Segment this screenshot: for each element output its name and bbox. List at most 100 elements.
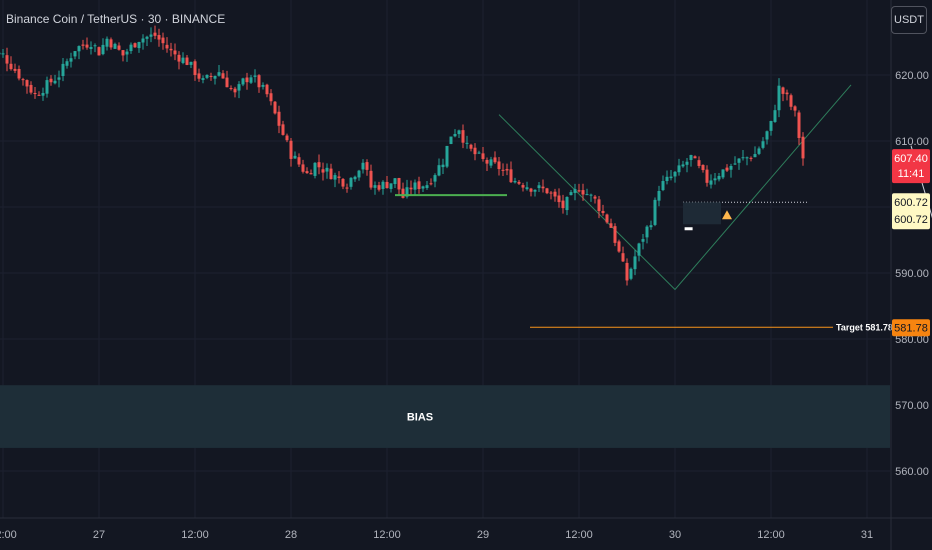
candle-body [589,194,593,196]
candle-body [505,169,509,171]
candle-body [661,181,665,191]
candle-body [385,181,389,189]
candle-body [601,210,605,214]
candle-body [377,185,381,190]
time-tick-label: 12:00 [565,529,593,541]
candle-body [749,157,753,159]
candle-body [733,163,737,165]
candle-body [613,226,617,243]
candle-body [405,187,409,197]
candle-body [313,162,317,176]
projection-arrow [910,145,932,219]
candle-body [669,176,673,179]
candle-body [253,75,257,77]
candle-body [209,75,213,77]
entry-badge [892,193,930,230]
candle-body [189,61,193,65]
candle-body [1,53,5,55]
candle-body [585,194,589,196]
candle-body [381,181,385,189]
candle-body [337,176,341,178]
candle-body [205,74,209,78]
candle-body [705,169,709,183]
candle-body [69,58,73,62]
candle-body [309,173,313,175]
candle-body [453,133,457,137]
candle-body [13,68,17,71]
candle-body [581,190,585,195]
candle-body [257,75,261,88]
last-price-value: 607.40 [894,153,928,165]
candle-body [393,178,397,185]
candle-body [577,190,581,192]
candle-body [109,39,113,48]
candle-body [529,188,533,192]
candle-body [85,44,89,48]
candle-body [369,170,373,188]
candle-body [237,84,241,91]
candle-body [53,80,57,84]
candle-body [145,36,149,39]
candle-body [413,182,417,190]
price-tick-label: 590.00 [895,268,929,280]
currency-button[interactable]: USDT [891,6,927,34]
candle-body [57,77,61,80]
candle-body [677,165,681,173]
candle-body [157,35,161,40]
candle-body [161,37,165,44]
candle-body [701,164,705,171]
candle-body [261,84,265,87]
time-tick-label: 28 [285,529,297,541]
candle-body [193,61,197,76]
candle-body [653,199,657,225]
candle-body [685,161,689,165]
candle-body [485,159,489,164]
candle-body [113,43,117,49]
candle-body [465,142,469,144]
candle-body [473,147,477,155]
candle-body [681,164,685,167]
candle-body [5,55,9,64]
candle-body [597,199,601,212]
candle-body [73,51,77,57]
candle-body [177,54,181,62]
candle-body [21,79,25,81]
candle-body [297,157,301,165]
candle-body [293,155,297,159]
candle-body [321,169,325,173]
candle-body [593,196,597,199]
candle-body [365,162,369,170]
candle-body [533,189,537,192]
candle-body [657,190,661,201]
candle-body [117,45,121,50]
symbol-title[interactable]: Binance Coin / TetherUS · 30 · BINANCE [6,12,226,26]
candle-body [49,78,53,83]
candle-body [605,214,609,223]
candle-body [429,183,433,185]
candle-body [45,80,49,94]
candle-body [557,195,561,203]
candle-body [37,94,41,96]
candle-body [545,188,549,194]
candle-body [401,188,405,198]
price-axis[interactable]: 620.00610.00600.00590.00580.00570.00560.… [890,0,930,550]
entry-price-label-2: 600.72 [894,214,928,226]
triangle-line [498,84,852,291]
candles [0,25,805,286]
candle-body [741,157,745,159]
candle-body [169,48,173,51]
candle-body [541,186,545,189]
candle-body [221,73,225,79]
candle-body [569,192,573,196]
candle-body [689,155,693,161]
candle-body [213,75,217,79]
candle-body [41,92,45,96]
candle-body [461,130,465,143]
target-badge [892,319,930,337]
candle-body [421,186,425,189]
price-tick-label: 580.00 [895,334,929,346]
time-axis[interactable]: 12:002712:002812:002912:003012:003112:00… [0,517,932,541]
triangle-pattern [498,84,852,291]
candle-body [197,73,201,79]
